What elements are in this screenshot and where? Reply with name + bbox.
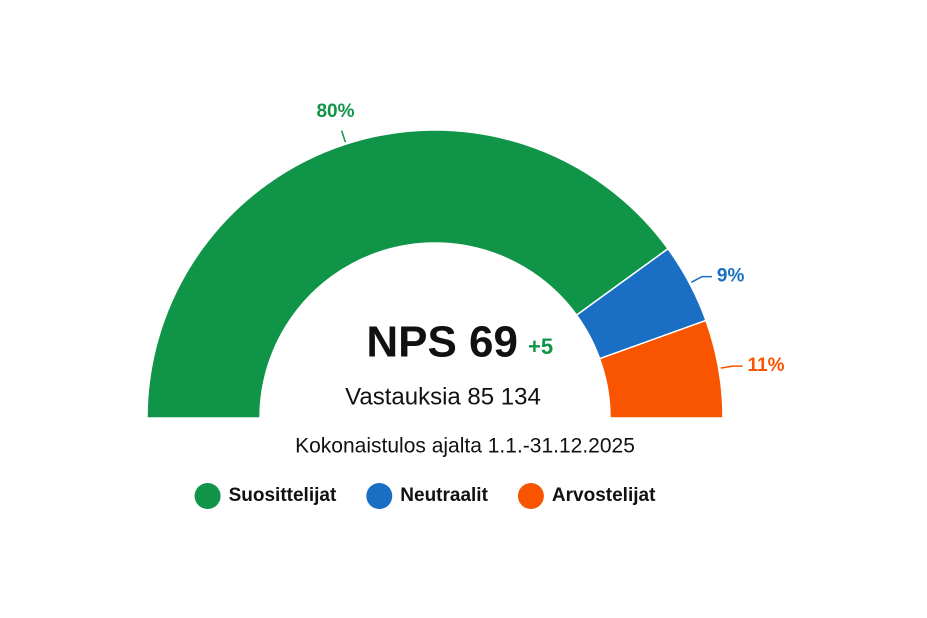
leader-line [720,365,743,369]
value-label: 80% [316,101,354,122]
nps-score: NPS 69 [366,318,518,367]
legend-label: Arvostelijat [552,485,656,506]
leader-line [340,130,347,143]
slice [598,319,724,419]
responses: Vastauksia 85 134 [345,383,541,410]
value-label: 9% [717,266,745,287]
legend: Suosittelijat Neutraalit Arvostelijat [194,483,656,509]
nps-change: +5 [528,334,553,359]
slice [146,129,670,419]
subtitle: Kokonaistulos ajalta 1.1.-31.12.2025 [295,435,635,458]
legend-label: Neutraalit [400,485,488,506]
legend-label: Suosittelijat [229,485,337,506]
legend-swatch [366,483,393,509]
value-label: 11% [748,355,785,376]
leader-line [690,275,712,283]
legend-swatch [517,483,544,509]
legend-swatch [194,483,221,509]
